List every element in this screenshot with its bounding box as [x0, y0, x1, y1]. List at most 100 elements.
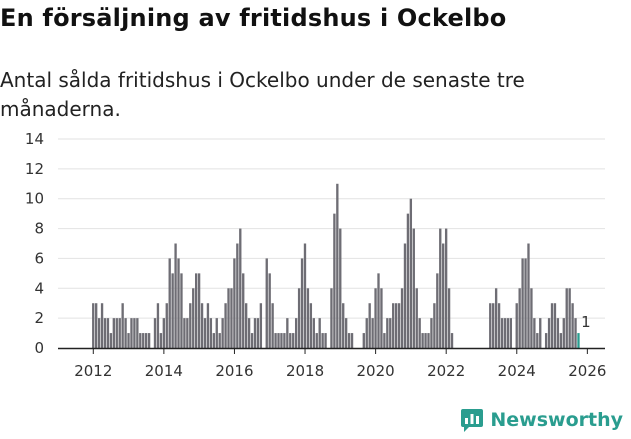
bar [297, 288, 301, 348]
bar [156, 303, 160, 348]
bar [92, 303, 95, 348]
bar [342, 303, 345, 348]
bar [447, 288, 451, 348]
bar [374, 288, 377, 348]
bar [136, 318, 139, 348]
bar [444, 228, 448, 348]
bar [206, 303, 210, 348]
bar [365, 318, 368, 348]
bar [386, 318, 389, 348]
bar [524, 258, 527, 348]
bar [253, 318, 257, 348]
bar [280, 333, 283, 348]
bar [256, 318, 260, 348]
bar [553, 303, 557, 348]
gridlines [58, 138, 605, 319]
bar [277, 333, 280, 348]
bar [145, 333, 148, 348]
bar [503, 318, 507, 348]
bar [289, 333, 292, 348]
bar [562, 318, 565, 348]
x-tick-label: 2020 [357, 362, 395, 380]
bar [171, 273, 174, 348]
bar [550, 303, 554, 348]
bar [221, 318, 224, 348]
bars [92, 183, 580, 348]
bar [318, 318, 321, 348]
bar [283, 333, 286, 348]
y-tick-label: 12 [25, 160, 44, 178]
bar [565, 288, 568, 348]
bar [303, 243, 307, 348]
bar [368, 303, 371, 348]
x-tick-label: 2022 [427, 362, 465, 380]
bar [547, 318, 551, 348]
bar [189, 303, 192, 348]
chart-subtitle: Antal sålda fritidshus i Ockelbo under d… [0, 68, 525, 121]
bar [506, 318, 510, 348]
bar [306, 288, 310, 348]
bar [497, 303, 501, 348]
y-tick-label: 8 [34, 220, 44, 238]
bar [330, 288, 333, 348]
bar [500, 318, 504, 348]
bar [212, 333, 215, 348]
y-tick-label: 4 [34, 279, 44, 297]
bar [450, 333, 454, 348]
bar [133, 318, 136, 348]
bar [236, 243, 239, 348]
bar [244, 303, 248, 348]
x-tick-label: 2024 [498, 362, 536, 380]
bar [400, 288, 404, 348]
bar [380, 288, 383, 348]
bar [127, 333, 130, 348]
bar [153, 318, 157, 348]
bar [556, 318, 560, 348]
bar [421, 333, 424, 348]
bar [339, 228, 342, 348]
bar [309, 303, 313, 348]
bar [324, 333, 327, 348]
bar [239, 228, 242, 348]
bar [521, 258, 524, 348]
bar [242, 273, 245, 348]
bar [515, 303, 518, 348]
bar [574, 318, 577, 348]
bar [247, 318, 251, 348]
bar [183, 318, 186, 348]
bar [371, 318, 374, 348]
bar [518, 288, 521, 348]
bar [571, 303, 574, 348]
bar [142, 333, 145, 348]
bar [106, 318, 110, 348]
bar [436, 273, 439, 348]
bar [383, 333, 386, 348]
bar [418, 318, 421, 348]
bar [147, 333, 151, 348]
bar [103, 318, 107, 348]
bar [230, 288, 233, 348]
bar [442, 243, 445, 348]
bar [180, 273, 183, 348]
bar [200, 303, 204, 348]
bar [559, 333, 563, 348]
bar [439, 228, 442, 348]
bar [533, 318, 536, 348]
y-tick-label: 6 [34, 249, 44, 267]
bar [424, 333, 427, 348]
bar [268, 273, 271, 348]
bar [215, 318, 218, 348]
bar [527, 243, 530, 348]
bar [409, 198, 413, 348]
y-tick-label: 2 [34, 309, 44, 327]
bar [112, 318, 115, 348]
y-axis-ticks: 0 2 4 6 8 10 12 14 [25, 130, 44, 357]
bar [315, 333, 318, 348]
bar [115, 318, 118, 348]
bar [192, 288, 195, 348]
bar [165, 303, 168, 348]
x-tick-label: 2016 [215, 362, 253, 380]
bar [224, 303, 227, 348]
bar [389, 318, 392, 348]
bar [218, 333, 221, 348]
